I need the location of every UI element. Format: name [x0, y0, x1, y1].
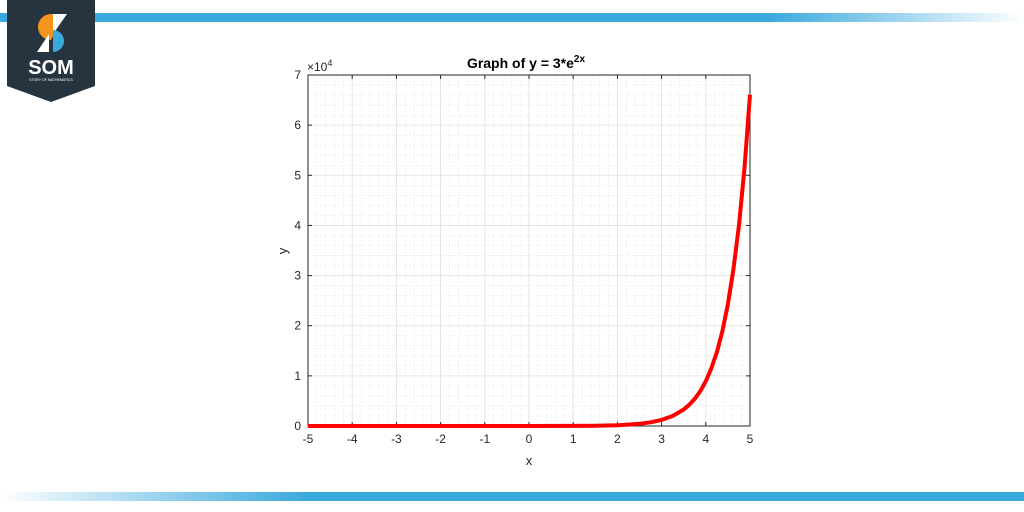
svg-text:SOM: SOM [28, 57, 74, 79]
chart-title-superscript: 2x [574, 54, 586, 65]
y-exponent-label: ×104 [307, 58, 332, 74]
y-exponent-power: 4 [327, 58, 332, 68]
x-tick-label: -1 [479, 432, 490, 446]
y-tick-label: 6 [294, 118, 301, 132]
x-tick-label: 5 [747, 432, 754, 446]
y-tick-label: 4 [294, 218, 301, 232]
y-tick-label: 7 [294, 68, 301, 82]
x-axis-label: x [526, 453, 533, 468]
svg-text:STORY OF MATHEMATICS: STORY OF MATHEMATICS [29, 78, 73, 82]
x-tick-label: 2 [614, 432, 621, 446]
som-logo: SOM STORY OF MATHEMATICS [7, 0, 95, 102]
y-tick-label: 3 [294, 269, 301, 283]
y-axis-label: y [275, 247, 290, 254]
x-tick-label: 0 [526, 432, 533, 446]
x-tick-label: -4 [347, 432, 358, 446]
y-tick-label: 1 [294, 369, 301, 383]
series-line [308, 94, 752, 428]
y-exponent-base: ×10 [307, 60, 328, 74]
chart-title: Graph of y = 3*e2x [467, 54, 586, 71]
chart-title-text: Graph of y = 3*e [467, 55, 574, 71]
top-decorative-bar [0, 13, 1024, 22]
x-tick-label: -5 [303, 432, 314, 446]
bottom-decorative-bar [0, 492, 1024, 501]
y-tick-label: 5 [294, 168, 301, 182]
x-tick-label: 3 [658, 432, 665, 446]
x-tick-label: 4 [702, 432, 709, 446]
x-tick-label: 1 [570, 432, 577, 446]
x-tick-label: -2 [435, 432, 446, 446]
y-tick-label: 2 [294, 319, 301, 333]
x-tick-label: -3 [391, 432, 402, 446]
y-tick-label: 0 [294, 419, 301, 433]
